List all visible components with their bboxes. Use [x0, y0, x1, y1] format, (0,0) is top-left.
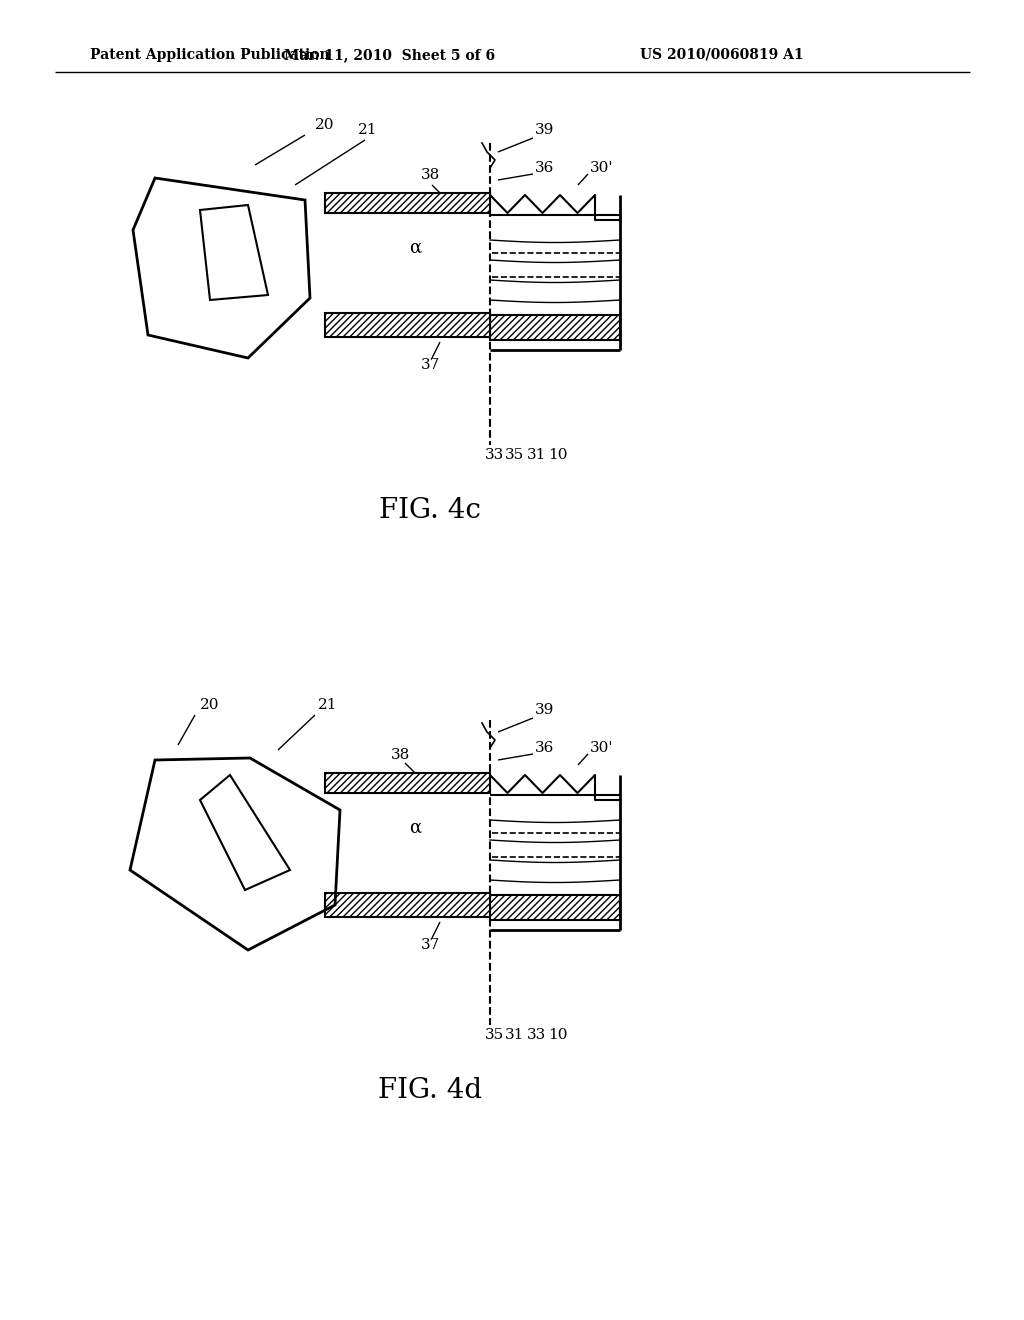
Text: 35: 35 [506, 447, 524, 462]
Text: Patent Application Publication: Patent Application Publication [90, 48, 330, 62]
Bar [325, 313, 490, 337]
Bar [325, 774, 490, 793]
Text: 10: 10 [548, 447, 567, 462]
Text: 31: 31 [505, 1028, 524, 1041]
Text: 37: 37 [421, 939, 439, 952]
Text: 35: 35 [485, 1028, 505, 1041]
Text: 10: 10 [548, 1028, 567, 1041]
Text: 38: 38 [390, 748, 410, 762]
Text: 38: 38 [421, 168, 439, 182]
Text: α: α [409, 239, 421, 257]
Text: 33: 33 [527, 1028, 547, 1041]
Text: 30': 30' [590, 741, 613, 755]
Text: 36: 36 [535, 161, 554, 176]
Text: 21: 21 [318, 698, 338, 711]
Text: 31: 31 [527, 447, 547, 462]
Bar [325, 894, 490, 917]
Text: FIG. 4d: FIG. 4d [378, 1077, 482, 1104]
Text: α: α [409, 818, 421, 837]
Text: 21: 21 [358, 123, 378, 137]
Text: FIG. 4c: FIG. 4c [379, 496, 481, 524]
Text: 20: 20 [315, 117, 335, 132]
Text: Mar. 11, 2010  Sheet 5 of 6: Mar. 11, 2010 Sheet 5 of 6 [285, 48, 496, 62]
Bar [490, 895, 620, 920]
Text: 37: 37 [421, 358, 439, 372]
Bar [325, 193, 490, 213]
Text: US 2010/0060819 A1: US 2010/0060819 A1 [640, 48, 804, 62]
Text: 20: 20 [201, 698, 220, 711]
Text: 39: 39 [535, 704, 554, 717]
Text: 39: 39 [535, 123, 554, 137]
Text: 30': 30' [590, 161, 613, 176]
Text: 36: 36 [535, 741, 554, 755]
Text: 33: 33 [485, 447, 505, 462]
Bar [490, 315, 620, 341]
